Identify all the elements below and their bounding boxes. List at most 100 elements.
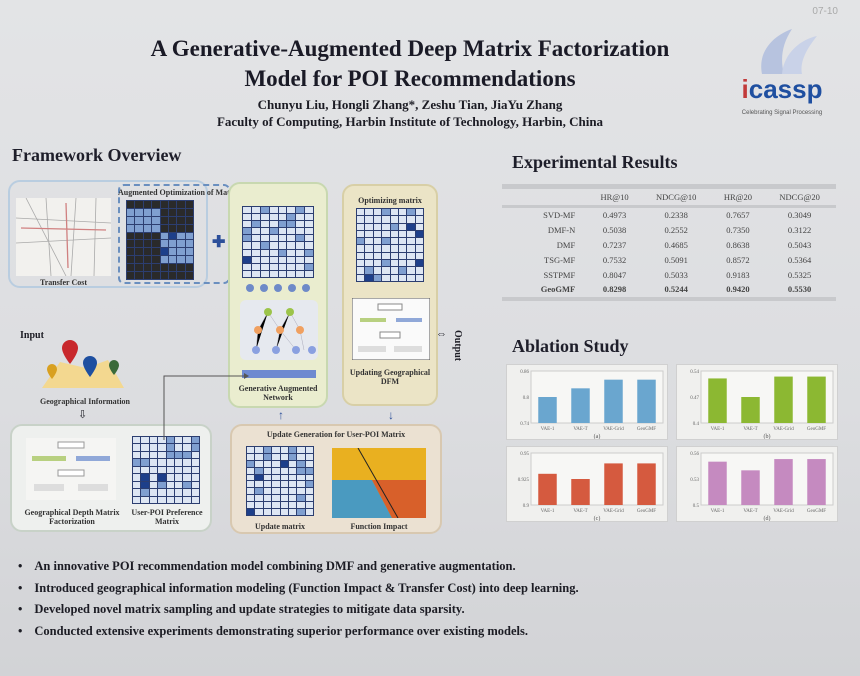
output-arrow-icon: ⇔	[436, 328, 447, 340]
user-poi-matrix	[132, 436, 200, 504]
metric-cell: 0.2552	[664, 225, 688, 236]
bar	[637, 379, 656, 423]
column-header: NDCG@20	[763, 184, 836, 208]
corner-mark: 07-10	[812, 6, 838, 17]
chart-caption: (c)	[594, 515, 601, 522]
plus-icon: ✚	[212, 234, 226, 251]
x-tick-label: VAE-1	[541, 509, 555, 514]
column-header: NDCG@10	[639, 184, 713, 208]
bar	[637, 463, 656, 505]
column-header: HR@20	[712, 184, 764, 208]
author-block: Chunyu Liu, Hongli Zhang*, Zeshu Tian, J…	[60, 96, 760, 130]
x-tick-label: GeoGMF	[807, 509, 826, 514]
metric-cell: 0.7350	[726, 225, 750, 236]
down-arrow-icon: ↓	[388, 408, 394, 422]
metric-cell: 0.5038	[602, 225, 627, 236]
bar	[538, 397, 557, 423]
table-row: DMF-N 0.5038 0.2552 0.7350 0.3122	[502, 223, 836, 238]
metric-cell: 0.5364	[787, 254, 812, 265]
update-matrix-label: Update matrix	[255, 522, 305, 531]
metric-cell: 0.5325	[787, 269, 812, 280]
model-name-cell: GeoGMF	[502, 281, 590, 301]
x-tick-label: VAE-T	[573, 509, 587, 514]
model-name-cell: DMF	[556, 239, 576, 250]
table-row: GeoGMF 0.8298 0.5244 0.9420 0.5530	[502, 281, 836, 301]
down-arrow-icon: ⇩	[78, 409, 88, 421]
bullet-item: Conducted extensive experiments demonstr…	[18, 621, 838, 643]
y-tick-label: 0.5	[693, 504, 700, 509]
metric-cell: 0.7237	[602, 239, 627, 250]
y-tick-label: 0.8	[523, 396, 530, 401]
model-name-cell: SSTPMF	[543, 269, 576, 280]
chart-caption: (a)	[594, 433, 601, 440]
metric-cell: 0.4685	[664, 239, 688, 250]
x-tick-label: VAE-T	[743, 427, 757, 432]
bar	[604, 463, 623, 505]
x-tick-label: VAE-Grid	[773, 509, 794, 514]
update-matrix	[246, 446, 314, 516]
bar	[538, 473, 557, 505]
ablation-chart: VAE-1 VAE-T VAE-Grid GeoGMF 0.5 0.53 0.56 (d)	[676, 446, 838, 522]
bullet-item: Introduced geographical information mode…	[18, 578, 838, 600]
connector-arrow	[163, 373, 249, 440]
metric-cell: 0.9183	[726, 269, 750, 280]
metric-cell: 0.8047	[602, 269, 627, 280]
sampling-matrix	[126, 200, 194, 280]
optimizing-matrix	[356, 208, 424, 282]
framework-heading: Framework Overview	[12, 145, 182, 165]
neural-network-icon	[240, 284, 318, 378]
y-tick-label: 0.47	[690, 396, 699, 401]
x-tick-label: GeoGMF	[637, 427, 656, 432]
bar	[807, 459, 826, 505]
bar	[774, 376, 793, 423]
y-tick-label: 0.53	[690, 478, 699, 483]
model-name-cell: TSG-MF	[544, 254, 576, 265]
metric-cell: 0.5091	[664, 254, 688, 265]
input-label: Input	[20, 330, 44, 341]
geo-info-label: Geographical Information	[40, 397, 130, 406]
y-tick-label: 0.95	[520, 452, 529, 457]
metric-cell: 0.5530	[763, 281, 836, 301]
bar	[708, 461, 727, 505]
metric-cell: 0.8638	[726, 239, 750, 250]
ablation-chart: VAE-1 VAE-T VAE-Grid GeoGMF 0.9 0.925 0.95 (c)	[506, 446, 668, 522]
bar	[774, 459, 793, 505]
table-row: SSTPMF 0.8047 0.5033 0.9183 0.5325	[502, 267, 836, 282]
title-line-2: Model for POI Recommendations	[244, 66, 576, 91]
x-tick-label: VAE-1	[711, 509, 725, 514]
results-heading: Experimental Results	[512, 152, 678, 172]
poster-title: A Generative-Augmented Deep Matrix Facto…	[60, 34, 760, 94]
x-tick-label: VAE-T	[573, 427, 587, 432]
y-tick-label: 0.56	[690, 452, 699, 457]
bullet-item: An innovative POI recommendation model c…	[18, 556, 838, 578]
x-tick-label: VAE-1	[711, 427, 725, 432]
ablation-chart: VAE-1 VAE-T VAE-Grid GeoGMF 0.74 0.8 0.86 (a)	[506, 364, 668, 440]
authors: Chunyu Liu, Hongli Zhang*, Zeshu Tian, J…	[257, 97, 563, 112]
metric-cell: 0.8298	[589, 281, 640, 301]
results-table: HR@10 NDCG@10 HR@20 NDCG@20 SVD-MF 0.4973 0.2…	[502, 184, 836, 301]
function-impact-plot	[332, 448, 426, 518]
x-tick-label: GeoGMF	[807, 427, 826, 432]
metric-cell: 0.9420	[712, 281, 764, 301]
bar	[604, 379, 623, 423]
metric-cell: 0.7657	[726, 210, 750, 221]
ablation-heading: Ablation Study	[512, 336, 629, 356]
metric-cell: 0.4973	[602, 210, 627, 221]
table-row: SVD-MF 0.4973 0.2338 0.7657 0.3049	[502, 207, 836, 223]
title-line-1: A Generative-Augmented Deep Matrix Facto…	[150, 36, 670, 61]
bar	[708, 378, 727, 423]
geo-dmf-diagram	[26, 438, 116, 500]
bar	[741, 397, 760, 423]
model-name-cell: SVD-MF	[543, 210, 576, 221]
dfm-diagram	[352, 298, 430, 360]
model-name-cell: DMF-N	[547, 225, 576, 236]
logo-text: icassp	[741, 74, 823, 104]
gan-input-matrix	[242, 206, 314, 278]
column-header: HR@10	[589, 184, 640, 208]
map-image	[16, 198, 111, 276]
updating-dfm-label: Updating Geographical DFM	[349, 368, 431, 386]
metric-cell: 0.5043	[787, 239, 812, 250]
x-tick-label: VAE-T	[743, 509, 757, 514]
optimizing-label: Optimizing matrix	[358, 196, 422, 205]
